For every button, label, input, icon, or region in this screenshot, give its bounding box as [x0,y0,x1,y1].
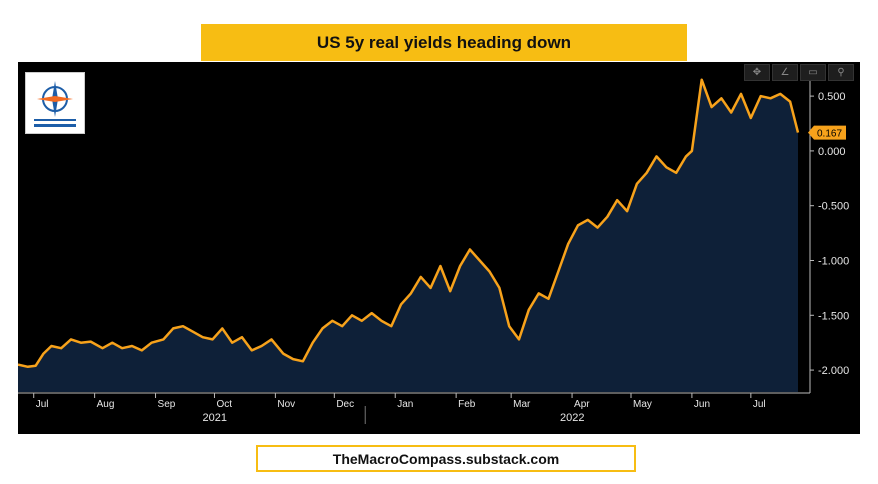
x-tick-label: Mar [513,399,531,410]
x-tick-label: Feb [458,399,476,410]
series-line [18,78,800,369]
x-tick-label: Jul [36,399,49,410]
year-label: 2022 [560,412,584,424]
last-value-badge [808,125,846,140]
rectangle-icon[interactable]: ▭ [800,64,826,81]
y-tick-label: 0.000 [818,146,846,158]
year-label: 2021 [202,412,226,424]
y-tick-label: 0.500 [818,91,846,103]
macro-compass-logo [25,72,85,134]
y-tick-label: -2.000 [818,365,849,377]
y-tick-label: -1.000 [818,255,849,267]
zoom-icon[interactable]: ⚲ [828,64,854,81]
x-tick-label: Aug [97,399,115,410]
x-tick-label: Apr [574,399,590,410]
chart-toolbar: ✥ ∠ ▭ ⚲ [744,64,854,81]
x-tick-label: Nov [277,399,295,410]
x-tick-label: Jun [694,399,710,410]
chart-title: US 5y real yields heading down [201,24,687,61]
x-tick-label: Jul [753,399,766,410]
series-area [18,79,798,392]
chart-svg: 0.500 0.000 -0.500 -1.000 -1.500 -2.000 Jul Aug… [18,72,849,424]
x-tick-label: Jan [397,399,413,410]
x-tick-label: Oct [216,399,232,410]
y-tick-label: -1.500 [818,310,849,322]
chart-area: 0.500 0.000 -0.500 -1.000 -1.500 -2.000 Jul Aug… [18,62,860,434]
draw-icon[interactable]: ∠ [772,64,798,81]
x-tick-label: Dec [336,399,354,410]
compass-logo-icon [34,81,76,127]
y-tick-label: -0.500 [818,201,849,213]
last-value-label: 0.167 [817,129,842,140]
x-tick-label: Sep [158,399,176,410]
footer-source: TheMacroCompass.substack.com [256,445,636,472]
crosshair-icon[interactable]: ✥ [744,64,770,81]
x-tick-label: May [633,399,652,410]
